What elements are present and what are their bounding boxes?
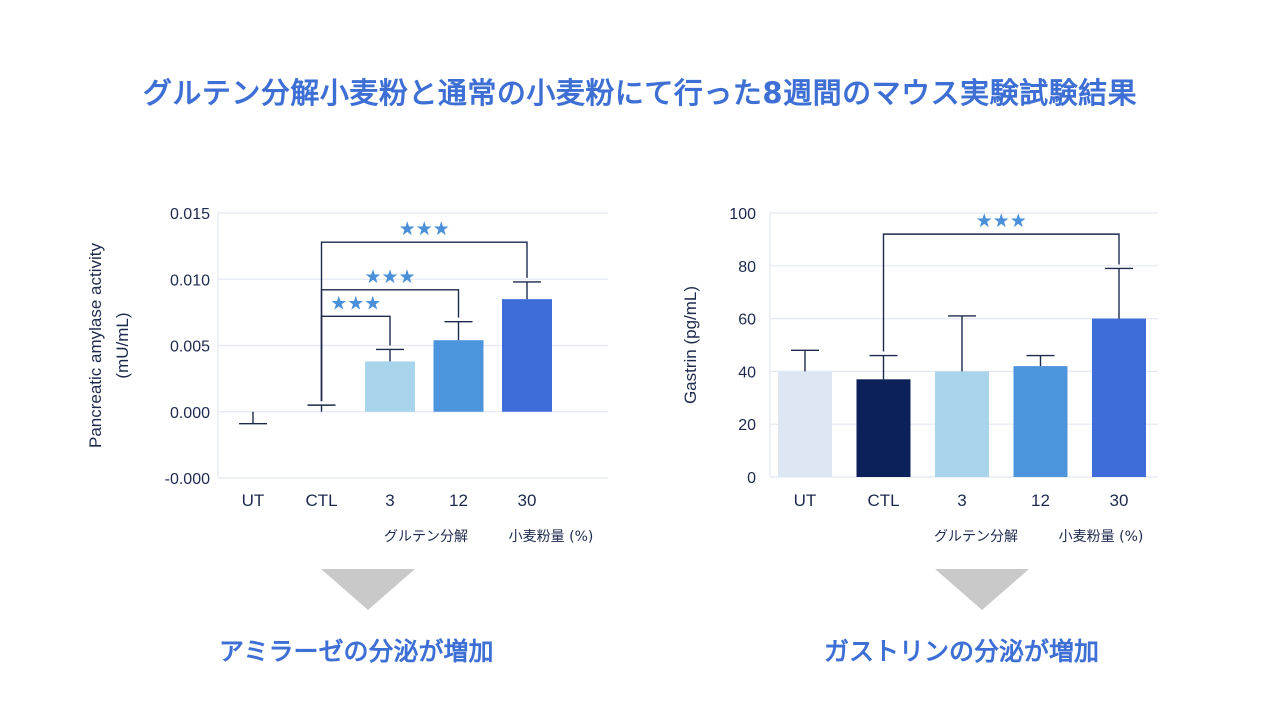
amylase-conclusion: アミラーゼの分泌が増加 [219,637,494,666]
x-tick-label: CTL [305,491,337,510]
bar-30 [502,299,552,412]
x-sublabel-gluten: グルテン分解 [384,529,468,545]
x-tick-label: UT [794,491,817,510]
x-sublabel-flour-amount: 小麦粉量 (%) [1059,529,1144,545]
bar-3 [365,361,415,412]
significance-bracket [882,233,1120,352]
significance-stars: ★★★ [976,210,1027,232]
down-arrow-icon [935,569,1029,610]
down-arrow-icon [321,569,415,610]
y-tick-label: 0.010 [170,272,210,289]
y-tick-label: 60 [738,312,756,329]
y-tick-label: -0.000 [165,471,210,488]
y-tick-label: 0.000 [170,405,210,422]
bar-30 [1092,318,1146,477]
x-sublabel-flour-amount: 小麦粉量 (%) [509,529,594,545]
y-axis-label: Gastrin (pg/mL) [681,286,700,404]
y-tick-label: 0.005 [170,339,210,356]
significance-bracket [320,241,528,402]
page-title: グルテン分解小麦粉と通常の小麦粉にて行った8週間のマウス実験試験結果 [142,76,1138,110]
amylase-chart: -0.000 0.000 0.005 0.010 0.015 UT CTL 3 12 30 ★★★ ★… [86,206,608,545]
bar-12 [433,340,484,412]
bar-12 [1013,366,1068,477]
y-tick-label: 0.015 [170,206,210,223]
x-tick-label: 12 [449,491,468,510]
x-tick-label: 30 [1110,491,1129,510]
gastrin-chart: 0 20 40 60 80 100 UT CTL 3 12 30 ★★★ Gastrin (pg/mL)… [681,206,1158,545]
y-tick-label: 40 [738,364,756,381]
x-tick-label: 30 [518,491,537,510]
y-tick-label: 80 [738,259,756,276]
gastrin-conclusion: ガストリンの分泌が増加 [824,637,1100,666]
y-axis-label: Pancreatic amylase activity [86,242,105,448]
x-tick-label: 3 [957,491,966,510]
significance-stars: ★★★ [364,266,415,288]
x-tick-label: 3 [385,491,394,510]
y-tick-label: 0 [747,470,756,487]
y-axis-unit: (mU/mL) [113,312,132,378]
y-tick-label: 20 [738,417,756,434]
x-tick-label: 12 [1031,491,1050,510]
x-tick-label: UT [242,491,265,510]
x-sublabel-gluten: グルテン分解 [934,529,1018,545]
bar-ut [778,371,832,477]
y-tick-label: 100 [729,206,756,223]
significance-stars: ★★★ [399,218,450,240]
x-tick-label: CTL [867,491,899,510]
bar-3 [935,371,989,477]
bar-ctl [856,379,911,477]
significance-stars: ★★★ [330,292,381,314]
